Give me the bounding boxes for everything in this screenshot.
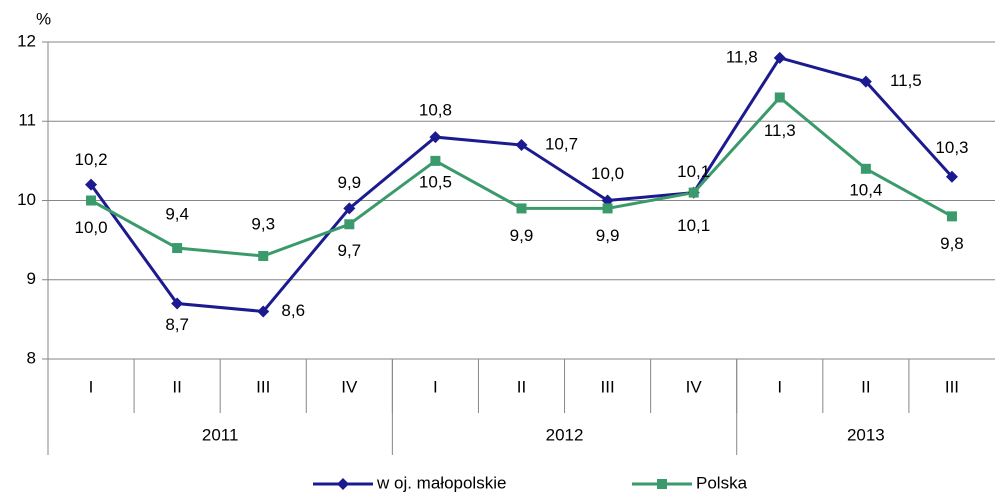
year-label: 2012 — [546, 425, 584, 444]
x-tick-label: IV — [686, 377, 703, 396]
legend-label: w oj. małopolskie — [376, 473, 506, 492]
y-tick-label: 12 — [17, 31, 36, 50]
y-unit: % — [36, 9, 51, 28]
marker — [773, 51, 786, 64]
marker — [688, 187, 699, 198]
marker — [172, 243, 183, 254]
x-tick-label: II — [861, 377, 870, 396]
x-tick-label: III — [256, 377, 270, 396]
marker — [430, 155, 441, 166]
x-tick-label: III — [945, 377, 959, 396]
marker — [257, 305, 270, 318]
marker — [343, 202, 356, 215]
data-label: 9,9 — [337, 173, 361, 192]
data-label: 10,0 — [591, 164, 624, 183]
x-tick-label: I — [777, 377, 782, 396]
data-label: 9,9 — [596, 226, 620, 245]
y-tick-label: 9 — [27, 269, 36, 288]
data-label: 9,3 — [251, 214, 275, 233]
marker — [945, 170, 958, 183]
data-label: 9,9 — [510, 226, 534, 245]
data-label: 10,2 — [74, 150, 107, 169]
x-tick-label: II — [517, 377, 526, 396]
marker — [85, 178, 98, 191]
data-label: 10,1 — [677, 216, 710, 235]
data-label: 8,7 — [165, 315, 189, 334]
marker — [946, 211, 957, 222]
marker — [859, 75, 872, 88]
data-label: 11,3 — [764, 121, 796, 140]
marker — [860, 163, 871, 174]
data-label: 11,5 — [890, 71, 922, 90]
series-line — [89, 56, 954, 314]
year-label: 2011 — [202, 425, 239, 444]
marker — [171, 297, 184, 310]
marker — [429, 131, 442, 144]
y-tick-label: 10 — [17, 190, 36, 209]
data-label: 10,4 — [849, 180, 882, 199]
legend-label: Polska — [696, 473, 748, 492]
data-label: 9,8 — [940, 234, 964, 253]
legend-marker — [657, 479, 667, 489]
x-tick-label: III — [601, 377, 615, 396]
data-label: 10,0 — [74, 218, 107, 237]
marker — [516, 203, 527, 214]
marker — [344, 219, 355, 230]
data-label: 8,6 — [281, 301, 305, 320]
data-label: 10,8 — [419, 101, 452, 120]
data-label: 9,7 — [337, 241, 361, 260]
marker — [86, 195, 97, 206]
legend-marker — [337, 478, 349, 490]
marker — [515, 139, 528, 152]
marker — [602, 203, 613, 214]
x-tick-label: I — [89, 377, 94, 396]
data-label: 10,7 — [545, 135, 578, 154]
marker — [258, 250, 269, 261]
x-tick-label: I — [433, 377, 438, 396]
y-tick-label: 8 — [27, 348, 36, 367]
data-label: 10,3 — [935, 138, 968, 157]
data-label: 10,5 — [419, 172, 452, 191]
x-tick-label: II — [172, 377, 181, 396]
y-tick-label: 11 — [18, 111, 36, 130]
data-label: 9,4 — [165, 205, 189, 224]
year-label: 2013 — [847, 425, 885, 444]
marker — [774, 92, 785, 103]
data-label: 11,8 — [726, 47, 758, 66]
x-tick-label: IV — [341, 377, 358, 396]
data-label: 10,1 — [677, 162, 710, 181]
